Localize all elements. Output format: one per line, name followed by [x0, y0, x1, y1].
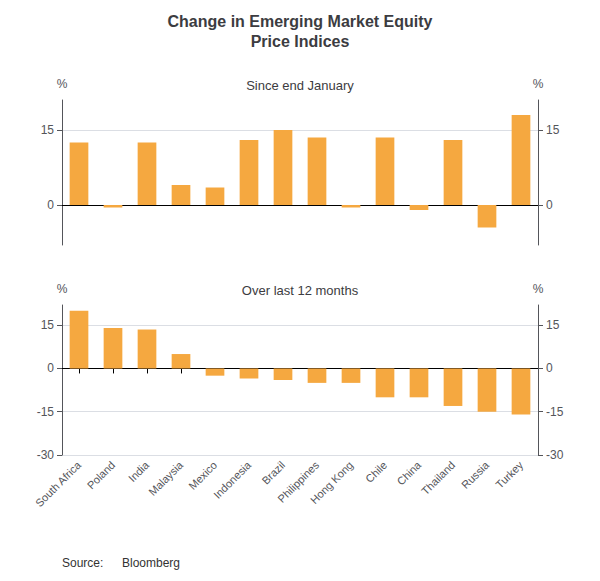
- svg-text:India: India: [126, 458, 152, 484]
- svg-text:15: 15: [41, 123, 55, 137]
- svg-text:Bloomberg: Bloomberg: [122, 556, 180, 570]
- svg-text:Change in Emerging Market Equi: Change in Emerging Market Equity: [168, 13, 433, 30]
- svg-text:Thailand: Thailand: [419, 459, 457, 497]
- svg-text:Malaysia: Malaysia: [146, 458, 186, 498]
- svg-text:Since end January: Since end January: [246, 78, 354, 93]
- svg-text:%: %: [533, 77, 544, 91]
- svg-text:-15: -15: [37, 405, 55, 419]
- svg-text:China: China: [394, 458, 423, 487]
- svg-text:15: 15: [41, 318, 55, 332]
- svg-text:Indonesia: Indonesia: [211, 458, 254, 501]
- svg-text:%: %: [533, 282, 544, 296]
- svg-text:Mexico: Mexico: [186, 459, 219, 492]
- svg-text:15: 15: [546, 123, 560, 137]
- svg-text:0: 0: [546, 361, 553, 375]
- svg-text:Brazil: Brazil: [259, 459, 287, 487]
- svg-text:Source:: Source:: [62, 556, 103, 570]
- svg-text:Chile: Chile: [363, 459, 389, 485]
- svg-text:-15: -15: [546, 405, 564, 419]
- svg-text:Russia: Russia: [459, 458, 492, 491]
- svg-text:-30: -30: [546, 448, 564, 462]
- svg-text:0: 0: [546, 198, 553, 212]
- svg-text:Philippines: Philippines: [275, 458, 322, 505]
- svg-text:0: 0: [47, 198, 54, 212]
- svg-text:15: 15: [546, 318, 560, 332]
- svg-text:South Africa: South Africa: [33, 458, 84, 509]
- svg-text:Price Indices: Price Indices: [251, 33, 350, 50]
- svg-text:Hong Kong: Hong Kong: [308, 459, 355, 506]
- svg-text:%: %: [57, 77, 68, 91]
- svg-text:-30: -30: [37, 448, 55, 462]
- svg-text:%: %: [57, 282, 68, 296]
- svg-text:Over last 12 months: Over last 12 months: [242, 283, 359, 298]
- svg-text:Turkey: Turkey: [493, 458, 525, 490]
- svg-text:Poland: Poland: [85, 459, 118, 492]
- svg-text:0: 0: [47, 361, 54, 375]
